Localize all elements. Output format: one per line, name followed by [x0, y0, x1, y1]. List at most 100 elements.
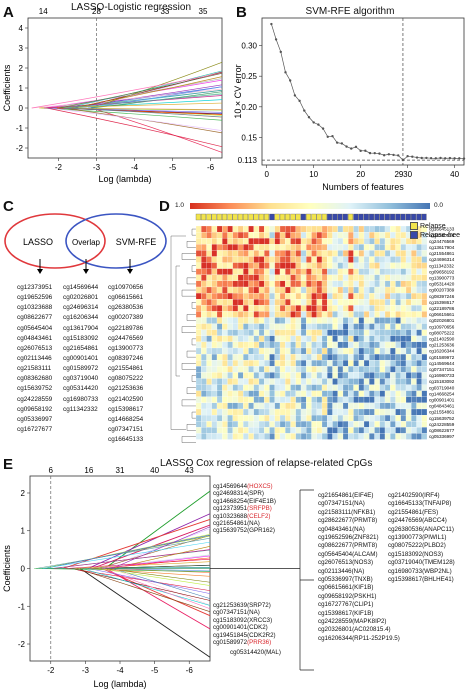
heatmap-cell [332, 274, 338, 281]
heatmap-cell [232, 311, 239, 318]
heatmap-cell [222, 305, 228, 312]
heatmap-cell [405, 427, 412, 434]
heatmap-cell [390, 402, 396, 410]
heatmap-cell [264, 396, 270, 404]
heatmap-cell [216, 262, 223, 269]
heatmap-cell [379, 256, 386, 263]
heatmap-cell [369, 421, 375, 428]
heatmap-cell [395, 360, 401, 367]
lasso-cpg: cg26076513 [17, 344, 53, 352]
heatmap-cell [211, 335, 218, 343]
cv-error-point [312, 121, 315, 124]
heatmap-cell [195, 244, 202, 251]
cv-error-point [340, 142, 344, 145]
heatmap-cell [369, 250, 375, 257]
heatmap-cell [232, 317, 239, 324]
heatmap-cell [395, 378, 401, 385]
heatmap-cell [332, 232, 338, 239]
y-tick-label: -1 [16, 124, 24, 133]
heatmap-cell [258, 286, 265, 294]
heatmap-cell [300, 390, 307, 397]
heatmap-cell [306, 317, 312, 324]
heatmap-cell [222, 232, 228, 239]
heatmap-cell [411, 360, 417, 367]
heatmap-cell [379, 372, 386, 379]
heatmap-cell [379, 421, 386, 428]
heatmap-cell [279, 408, 286, 416]
heatmap-cell [206, 256, 212, 263]
coef-label: cg21253639(SRP72) [213, 602, 271, 609]
coef-label: cg07347151(NA) [213, 609, 260, 616]
heatmap-cell [379, 250, 386, 257]
heatmap-cell [222, 378, 228, 385]
heatmap-cell [253, 317, 260, 324]
heatmap-cell [348, 421, 354, 428]
heatmap-cell [300, 232, 307, 239]
heatmap-cell [400, 274, 407, 281]
heatmap-cell [421, 421, 428, 428]
heatmap-cell [300, 299, 307, 306]
heatmap-cell [321, 274, 328, 281]
heatmap-cell [211, 329, 218, 336]
svm-cpg: cg13900773 [108, 344, 144, 352]
heatmap-cell [248, 433, 254, 440]
heatmap-cell [342, 347, 349, 355]
heatmap-cell [369, 360, 375, 367]
heatmap-cell [248, 250, 254, 257]
heatmap-cell [243, 280, 249, 288]
heatmap-cell [311, 286, 317, 294]
heatmap-cell [258, 323, 265, 330]
heatmap-cell [201, 402, 207, 410]
heatmap-cell [369, 323, 375, 330]
heatmap-cell [285, 329, 291, 336]
heatmap-cell [421, 390, 428, 397]
heatmap-cell [316, 347, 323, 355]
x-axis-label: Numbers of features [322, 182, 404, 192]
heatmap-cell [211, 256, 218, 263]
heatmap-row-label: cg21402590 [429, 337, 455, 342]
heatmap-cell [232, 329, 239, 336]
heatmap-cell [306, 238, 312, 245]
lasso-cpg: cg15639752 [17, 385, 53, 393]
heatmap-cell [337, 384, 344, 391]
heatmap-cell [390, 378, 396, 385]
heatmap-cell [264, 360, 270, 367]
heatmap-cell [363, 366, 370, 373]
heatmap-cell [232, 262, 239, 269]
heatmap-cell [353, 427, 359, 434]
heatmap-cell [295, 384, 302, 391]
heatmap-cell [300, 329, 307, 336]
svm-cpg: cg10970656 [108, 284, 144, 291]
heatmap-cell [237, 329, 244, 336]
venn-arrowhead-lasso [37, 269, 43, 274]
heatmap-cell [300, 366, 307, 373]
heatmap-cell [395, 323, 401, 330]
heatmap-cell [369, 311, 375, 318]
heatmap-cell [211, 421, 218, 428]
heatmap-cell [374, 238, 380, 245]
heatmap-cell [290, 415, 296, 422]
heatmap-cell [243, 250, 249, 257]
overlap-cpg: cg16206344 [63, 314, 99, 322]
heatmap-row-label: cg13900773 [429, 276, 455, 281]
heatmap-cell [232, 384, 239, 391]
heatmap-cell [321, 347, 328, 355]
heatmap-cell [321, 433, 328, 440]
heatmap-cell [227, 256, 233, 263]
coef-list-item: cg21583111(NFKB1) [318, 508, 376, 516]
heatmap-cell [237, 335, 244, 343]
heatmap-cell [400, 329, 407, 336]
heatmap-cell [306, 323, 312, 330]
heatmap-cell [405, 366, 412, 373]
heatmap-cell [321, 354, 328, 361]
coef-path [63, 93, 223, 109]
svm-cpg: cg00207389 [108, 314, 144, 322]
coef-label: cg19451845(CDK2R2) [213, 632, 276, 639]
heatmap-cell [258, 292, 265, 300]
heatmap-cell [332, 402, 338, 410]
heatmap-cell [269, 274, 275, 281]
heatmap-cell [253, 280, 260, 288]
coef-path [111, 568, 211, 606]
heatmap-cell [243, 311, 249, 318]
heatmap-cell [421, 317, 428, 324]
